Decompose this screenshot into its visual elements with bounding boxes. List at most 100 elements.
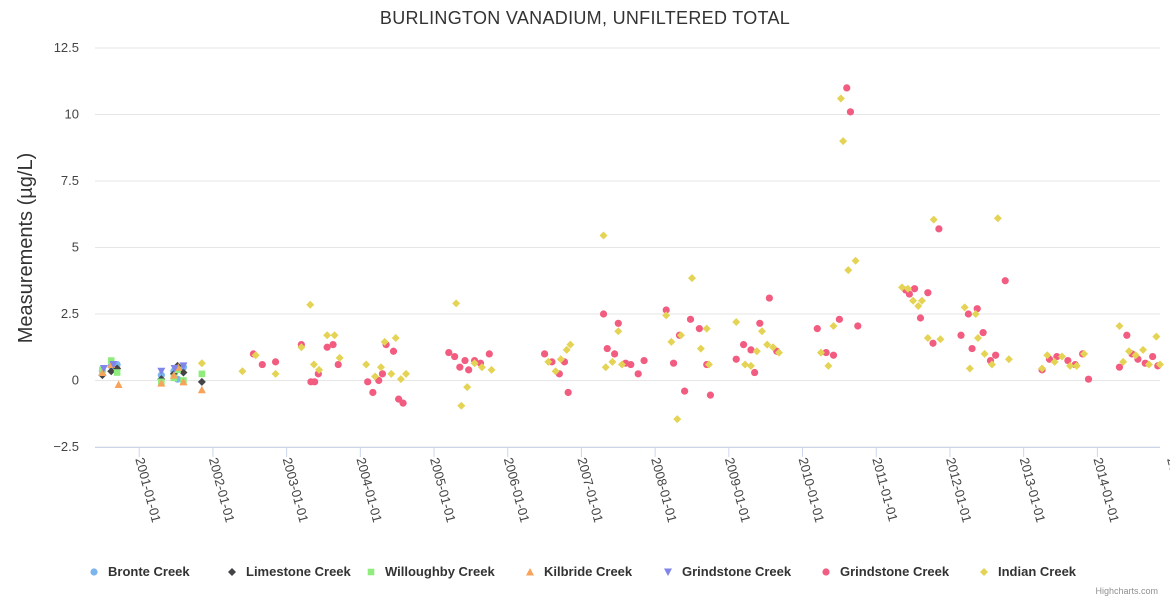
data-point[interactable] (179, 377, 188, 386)
data-point[interactable] (851, 256, 860, 265)
data-point[interactable] (556, 355, 565, 364)
data-point[interactable] (836, 94, 845, 103)
data-point[interactable] (706, 391, 715, 399)
data-point[interactable] (964, 310, 972, 318)
data-point[interactable] (378, 370, 387, 378)
data-point[interactable] (169, 371, 178, 379)
data-point[interactable] (452, 299, 461, 308)
data-point[interactable] (910, 285, 919, 293)
data-point[interactable] (923, 333, 932, 342)
data-point[interactable] (113, 369, 121, 376)
data-point[interactable] (673, 415, 682, 424)
data-point[interactable] (98, 368, 107, 377)
data-point[interactable] (157, 379, 166, 387)
data-point[interactable] (936, 335, 945, 344)
data-point[interactable] (1144, 360, 1153, 369)
data-point[interactable] (387, 369, 396, 378)
legend-item[interactable]: Kilbride Creek (526, 564, 633, 579)
data-point[interactable] (601, 363, 610, 372)
data-point[interactable] (746, 361, 755, 370)
data-point[interactable] (1149, 352, 1157, 361)
data-point[interactable] (634, 370, 642, 378)
data-point[interactable] (640, 356, 648, 365)
data-point[interactable] (987, 360, 996, 369)
data-point[interactable] (608, 357, 617, 366)
data-point[interactable] (540, 350, 549, 358)
legend-item[interactable]: Grindstone Creek (664, 564, 792, 579)
credits-link[interactable]: Highcharts.com (1095, 586, 1158, 596)
data-point[interactable] (99, 365, 108, 373)
data-point[interactable] (330, 331, 339, 340)
data-point[interactable] (917, 296, 926, 305)
data-point[interactable] (463, 383, 472, 392)
data-point[interactable] (323, 331, 332, 340)
data-point[interactable] (451, 352, 459, 361)
data-point[interactable] (445, 348, 453, 357)
data-point[interactable] (695, 325, 703, 333)
legend-item[interactable]: Willoughby Creek (367, 564, 496, 579)
legend-item[interactable]: Indian Creek (980, 564, 1077, 579)
data-point[interactable] (309, 360, 318, 369)
legend-symbol[interactable] (980, 568, 988, 576)
data-point[interactable] (315, 365, 324, 374)
data-point[interactable] (114, 380, 123, 388)
data-point[interactable] (765, 294, 773, 302)
data-point[interactable] (271, 358, 280, 366)
data-point[interactable] (669, 359, 678, 367)
data-point[interactable] (396, 375, 405, 384)
data-point[interactable] (485, 350, 493, 358)
data-point[interactable] (1084, 375, 1093, 383)
data-point[interactable] (903, 284, 912, 293)
data-point[interactable] (747, 346, 755, 354)
data-point[interactable] (898, 283, 907, 292)
data-point[interactable] (566, 340, 575, 349)
data-point[interactable] (297, 343, 306, 352)
data-point[interactable] (362, 360, 371, 369)
data-point[interactable] (676, 331, 685, 340)
data-point[interactable] (739, 340, 748, 349)
data-point[interactable] (399, 399, 407, 407)
data-point[interactable] (465, 366, 473, 374)
data-point[interactable] (1057, 352, 1066, 361)
data-point[interactable] (198, 370, 206, 378)
data-point[interactable] (323, 343, 331, 351)
data-point[interactable] (732, 317, 741, 326)
legend-symbol[interactable] (822, 568, 830, 576)
data-point[interactable] (456, 363, 464, 371)
data-point[interactable] (1125, 347, 1134, 356)
data-point[interactable] (470, 359, 479, 368)
data-point[interactable] (979, 329, 987, 337)
data-point[interactable] (402, 369, 411, 378)
data-point[interactable] (335, 353, 344, 362)
data-point[interactable] (371, 372, 380, 381)
data-point[interactable] (461, 356, 469, 365)
data-point[interactable] (271, 369, 280, 378)
data-point[interactable] (774, 348, 783, 357)
data-point[interactable] (611, 350, 619, 358)
data-point[interactable] (334, 360, 342, 369)
data-point[interactable] (686, 315, 695, 323)
data-point[interactable] (829, 321, 838, 330)
data-point[interactable] (992, 351, 1000, 359)
legend-item[interactable]: Limestone Creek (228, 564, 352, 579)
data-point[interactable] (769, 343, 778, 352)
legend-item[interactable]: Grindstone Creek (822, 564, 950, 579)
data-point[interactable] (1072, 361, 1081, 370)
data-point[interactable] (667, 337, 676, 346)
data-point[interactable] (914, 302, 923, 311)
data-point[interactable] (687, 274, 696, 283)
legend-symbol[interactable] (664, 568, 672, 577)
data-point[interactable] (329, 340, 337, 349)
data-point[interactable] (369, 388, 377, 397)
data-point[interactable] (1115, 363, 1124, 371)
data-point[interactable] (980, 349, 989, 358)
data-point[interactable] (1115, 321, 1124, 330)
data-point[interactable] (311, 378, 319, 386)
data-point[interactable] (197, 377, 206, 386)
data-point[interactable] (935, 225, 943, 233)
data-point[interactable] (662, 311, 671, 320)
data-point[interactable] (816, 348, 825, 357)
data-point[interactable] (487, 365, 496, 374)
data-point[interactable] (968, 344, 976, 353)
data-point[interactable] (107, 367, 116, 376)
